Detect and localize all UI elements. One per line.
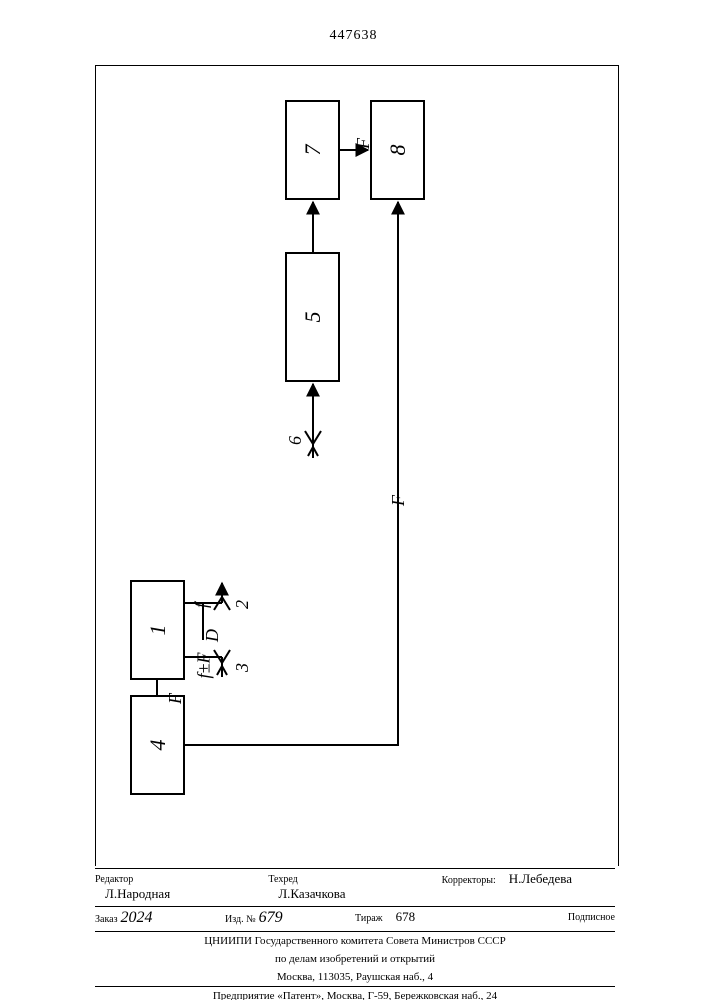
editor-value: Л.Народная — [95, 886, 170, 901]
izd-cell: Изд. № 679 — [225, 909, 355, 927]
order-label: Заказ — [95, 914, 118, 925]
antenna-3-label: 3 — [232, 663, 253, 672]
tirazh-value: 678 — [386, 909, 416, 924]
block-8-label: 8 — [385, 145, 411, 156]
block-4-label: 4 — [145, 740, 171, 751]
editor-label: Редактор — [95, 874, 133, 885]
block-7-label: 7 — [300, 145, 326, 156]
tirazh-cell: Тираж 678 — [355, 909, 485, 927]
izd-label: Изд. № — [225, 914, 256, 925]
sub-label: Подписное — [568, 912, 615, 923]
techred-cell: Техред Л.Казачкова — [268, 871, 441, 902]
order-cell: Заказ 2024 — [95, 909, 225, 927]
edge-label-F-14: F — [165, 693, 186, 704]
block-7: 7 — [285, 100, 340, 200]
block-8: 8 — [370, 100, 425, 200]
order-value: 2024 — [121, 909, 153, 926]
footer-row-1: Редактор Л.Народная Техред Л.Казачкова К… — [95, 868, 615, 906]
org-line-2: по делам изобретений и открытий — [95, 950, 615, 968]
techred-value: Л.Казачкова — [268, 886, 345, 901]
org-line-1: ЦНИИПИ Государственного комитета Совета … — [95, 931, 615, 950]
block-4: 4 — [130, 695, 185, 795]
d-label: D — [202, 629, 223, 642]
page: 447638 1 4 5 7 8 — [0, 0, 707, 1000]
antenna-6-label: 6 — [285, 436, 306, 445]
footer-row-2: Заказ 2024 Изд. № 679 Тираж 678 Подписно… — [95, 906, 615, 931]
proof-label: Корректоры: — [442, 875, 496, 886]
antenna-2-label: 2 — [232, 600, 253, 609]
block-5-label: 5 — [300, 312, 326, 323]
proof-cell: Корректоры: Н.Лебедева — [442, 871, 615, 902]
block-1-label: 1 — [145, 625, 171, 636]
tirazh-label: Тираж — [355, 913, 383, 924]
editor-cell: Редактор Л.Народная — [95, 871, 268, 902]
sub-cell: Подписное — [485, 909, 615, 927]
edge-label-fpmF: f±F — [193, 653, 214, 679]
patent-number: 447638 — [330, 28, 378, 44]
edge-label-F-78: F — [353, 138, 374, 149]
block-1: 1 — [130, 580, 185, 680]
izd-value: 679 — [259, 909, 283, 926]
addr-line-1: Москва, 113035, Раушская наб., 4 — [95, 968, 615, 986]
proof-value: Н.Лебедева — [499, 871, 572, 886]
edge-label-F-48: F — [388, 495, 409, 506]
techred-label: Техред — [268, 874, 297, 885]
addr-line-2: Предприятие «Патент», Москва, Г-59, Бере… — [95, 986, 615, 1000]
edge-label-f: f — [191, 603, 212, 608]
footer: Редактор Л.Народная Техред Л.Казачкова К… — [95, 868, 615, 1000]
block-5: 5 — [285, 252, 340, 382]
